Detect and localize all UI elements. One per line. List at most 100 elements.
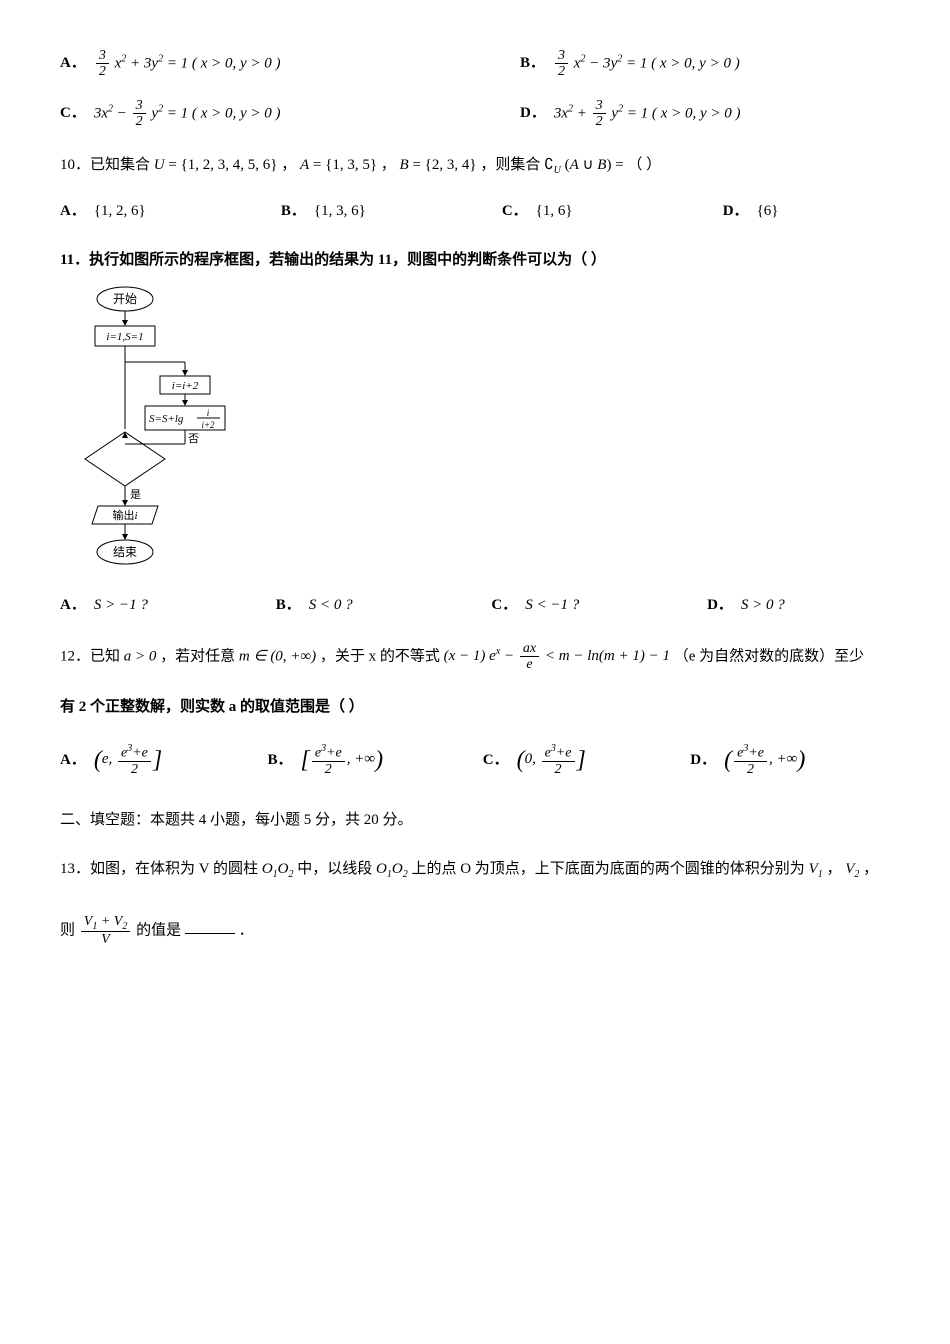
- upd-frac-den: i+2: [201, 420, 215, 430]
- q9-b-expr: 32 x2 − 3y2 = 1 ( x > 0, y > 0 ): [553, 48, 740, 80]
- q11-opt-b: B． S < 0 ?: [276, 592, 432, 619]
- q10-U: U = {1, 2, 3, 4, 5, 6}: [154, 157, 278, 173]
- arrowhead-icon: [182, 400, 188, 406]
- q10-target: ∁U (A ∪ B) =: [544, 157, 624, 173]
- opt-label: D．: [520, 100, 546, 127]
- opt-label: C．: [502, 198, 528, 225]
- q12-b-val: [e3+e2, +∞): [301, 739, 384, 782]
- q9-options-row2: C． 3x2 − 32 y2 = 1 ( x > 0, y > 0 ) D． 3…: [60, 98, 890, 130]
- q13-stem-e: 的值是: [136, 922, 181, 938]
- q13-v1: V1: [809, 861, 823, 877]
- q10-A: A = {1, 3, 5}: [300, 157, 377, 173]
- opt-label: D．: [707, 592, 733, 619]
- arrowhead-icon: [122, 320, 128, 326]
- opt-label: A．: [60, 747, 86, 774]
- opt-label: B．: [281, 198, 306, 225]
- opt-label: C．: [491, 592, 517, 619]
- q10-c-val: {1, 6}: [536, 198, 573, 225]
- comma: ，: [826, 861, 841, 877]
- section2-title: 二、填空题：本题共 4 小题，每小题 5 分，共 20 分。: [60, 807, 890, 834]
- q9-c-expr: 3x2 − 32 y2 = 1 ( x > 0, y > 0 ): [94, 98, 281, 130]
- comma: ，: [281, 157, 296, 173]
- q11-a-val: S > −1 ?: [94, 592, 148, 619]
- fill-blank[interactable]: [185, 918, 235, 934]
- q9-d-expr: 3x2 + 32 y2 = 1 ( x > 0, y > 0 ): [554, 98, 741, 130]
- q11-opt-c: C． S < −1 ?: [491, 592, 647, 619]
- opt-label: B．: [520, 50, 545, 77]
- arrowhead-icon: [122, 500, 128, 506]
- q10-paren: （ ）: [627, 157, 661, 173]
- q10-a-val: {1, 2, 6}: [94, 198, 146, 225]
- q12-opt-c: C． (0, e3+e2]: [483, 739, 631, 782]
- arrowhead-icon: [182, 370, 188, 376]
- q13-stem-a: 13．如图，在体积为 V 的圆柱: [60, 861, 258, 877]
- q13-stem-c: 上的点 O 为顶点，上下底面为底面的两个圆锥的体积分别为: [411, 861, 804, 877]
- q13-stem-b: 中，以线段: [297, 861, 372, 877]
- opt-label: A．: [60, 592, 86, 619]
- q11-opt-d: D． S > 0 ?: [707, 592, 830, 619]
- q9-options-row1: A． 32 x2 + 3y2 = 1 ( x > 0, y > 0 ) B． 3…: [60, 48, 890, 80]
- upd-frac-num: i: [207, 408, 210, 418]
- q12-opt-d: D． (e3+e2, +∞): [690, 739, 830, 782]
- opt-label: D．: [690, 747, 716, 774]
- q9-opt-d: D． 3x2 + 32 y2 = 1 ( x > 0, y > 0 ): [520, 98, 741, 130]
- flowchart-svg: 开始 i=1,S=1 i=i+2 S=S+lg i i+2 否 是 输出i 结束: [80, 284, 270, 574]
- decision-diamond: [85, 432, 165, 486]
- q10-b-val: {1, 3, 6}: [314, 198, 366, 225]
- opt-label: A．: [60, 50, 86, 77]
- q10-B: B = {2, 3, 4}: [400, 157, 477, 173]
- q13-stem2: 则 V1 + V2 V 的值是 ．: [60, 914, 890, 948]
- q11-options: A． S > −1 ? B． S < 0 ? C． S < −1 ? D． S …: [60, 592, 890, 619]
- end-text: 结束: [113, 545, 137, 559]
- q12-stem-b: ，若对任意: [160, 648, 235, 664]
- init-text: i=1,S=1: [106, 331, 143, 343]
- q10-opt-a: A． {1, 2, 6}: [60, 198, 221, 225]
- q10-opt-b: B． {1, 3, 6}: [281, 198, 442, 225]
- upd-text-prefix: S=S+lg: [149, 413, 184, 425]
- q12-stem-line2: 有 2 个正整数解，则实数 a 的取值范围是（ ）: [60, 694, 890, 721]
- q12-stem-a: 12．已知: [60, 648, 120, 664]
- q11-b-val: S < 0 ?: [309, 592, 353, 619]
- q10-options: A． {1, 2, 6} B． {1, 3, 6} C． {1, 6} D． {…: [60, 198, 890, 225]
- q12-ineq: (x − 1) ex − axe < m − ln(m + 1) − 1: [444, 648, 674, 664]
- q9-opt-a: A． 32 x2 + 3y2 = 1 ( x > 0, y > 0 ): [60, 48, 460, 80]
- opt-label: D．: [723, 198, 749, 225]
- opt-label: B．: [276, 592, 301, 619]
- period: ．: [239, 922, 254, 938]
- q12-cond1: a > 0: [124, 648, 157, 664]
- q11-flowchart: 开始 i=1,S=1 i=i+2 S=S+lg i i+2 否 是 输出i 结束: [80, 284, 890, 574]
- q10-opt-c: C． {1, 6}: [502, 198, 663, 225]
- comma: ，: [381, 157, 396, 173]
- q10-stem-a: 10．已知集合: [60, 157, 150, 173]
- q11-stem: 11．执行如图所示的程序框图，若输出的结果为 11，则图中的判断条件可以为（ ）: [60, 247, 890, 274]
- opt-label: C．: [483, 747, 509, 774]
- no-label: 否: [188, 433, 199, 445]
- q12-options: A． (e, e3+e2] B． [e3+e2, +∞) C． (0, e3+e…: [60, 739, 890, 782]
- q10-stem-b: ，则集合: [480, 157, 540, 173]
- q12-d-val: (e3+e2, +∞): [724, 739, 805, 782]
- yes-label: 是: [130, 488, 141, 501]
- opt-label: C．: [60, 100, 86, 127]
- q12-opt-b: B． [e3+e2, +∞): [268, 739, 423, 782]
- q12-c-val: (0, e3+e2]: [517, 739, 586, 782]
- q12-opt-a: A． (e, e3+e2]: [60, 739, 208, 782]
- q13-oo: O1O2: [262, 861, 294, 877]
- q12-stem-c: ，关于 x 的不等式: [320, 648, 440, 664]
- q11-d-val: S > 0 ?: [741, 592, 785, 619]
- q10-d-val: {6}: [757, 198, 779, 225]
- start-text: 开始: [113, 292, 137, 306]
- comma: ，: [863, 861, 878, 877]
- q10-stem: 10．已知集合 U = {1, 2, 3, 4, 5, 6} ， A = {1,…: [60, 152, 890, 180]
- q10-opt-d: D． {6}: [723, 198, 830, 225]
- q13-stem: 13．如图，在体积为 V 的圆柱 O1O2 中，以线段 O1O2 上的点 O 为…: [60, 856, 890, 884]
- q12-cond2: m ∈ (0, +∞): [239, 648, 316, 664]
- opt-label: B．: [268, 747, 293, 774]
- opt-label: A．: [60, 198, 86, 225]
- q12-stem-line1: 12．已知 a > 0 ，若对任意 m ∈ (0, +∞) ，关于 x 的不等式…: [60, 641, 890, 673]
- q13-oo2: O1O2: [376, 861, 408, 877]
- q9-opt-c: C． 3x2 − 32 y2 = 1 ( x > 0, y > 0 ): [60, 98, 460, 130]
- q13-stem-d: 则: [60, 922, 75, 938]
- q9-a-expr: 32 x2 + 3y2 = 1 ( x > 0, y > 0 ): [94, 48, 281, 80]
- q12-stem-d: （e 为自然对数的底数）至少: [674, 648, 864, 664]
- q11-opt-a: A． S > −1 ?: [60, 592, 216, 619]
